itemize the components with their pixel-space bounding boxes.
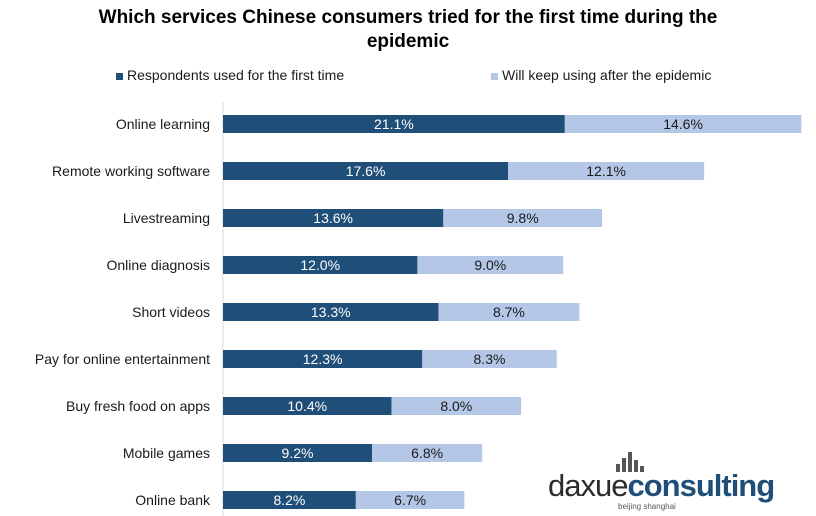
category-label: Remote working software bbox=[52, 163, 210, 179]
category-label: Online diagnosis bbox=[106, 257, 210, 273]
data-label-keep-using: 14.6% bbox=[663, 116, 703, 132]
bar-first-time bbox=[223, 115, 565, 133]
legend-swatch-first-time bbox=[116, 73, 123, 80]
bar-first-time bbox=[223, 256, 418, 274]
logo-subtitle: beijing shanghai bbox=[618, 502, 676, 511]
category-label: Pay for online entertainment bbox=[35, 351, 210, 367]
category-label: Short videos bbox=[132, 304, 210, 320]
bar-first-time bbox=[223, 209, 444, 227]
category-label: Livestreaming bbox=[123, 210, 210, 226]
bar-first-time bbox=[223, 350, 423, 368]
bar-first-time bbox=[223, 397, 392, 415]
bar-first-time bbox=[223, 444, 373, 462]
data-label-first-time: 12.0% bbox=[300, 257, 340, 273]
bar-keep-using bbox=[391, 397, 522, 415]
logo-wordmark: daxueconsulting bbox=[548, 468, 775, 504]
legend-swatch-keep-using bbox=[491, 73, 498, 80]
bar-first-time bbox=[223, 303, 439, 321]
bar-keep-using bbox=[372, 444, 483, 462]
category-label: Mobile games bbox=[123, 445, 210, 461]
data-label-first-time: 9.2% bbox=[282, 445, 314, 461]
bar-keep-using bbox=[564, 115, 802, 133]
chart-title-line-1: Which services Chinese consumers tried f… bbox=[98, 7, 718, 28]
data-label-keep-using: 6.7% bbox=[394, 492, 426, 508]
daxue-consulting-logo: daxueconsulting beijing shanghai bbox=[546, 452, 776, 516]
bar-keep-using bbox=[438, 303, 580, 321]
bar-first-time bbox=[223, 162, 509, 180]
category-label: Online learning bbox=[116, 116, 210, 132]
data-label-first-time: 13.3% bbox=[311, 304, 351, 320]
data-label-first-time: 8.2% bbox=[273, 492, 305, 508]
bar-keep-using bbox=[355, 491, 465, 509]
data-label-first-time: 12.3% bbox=[303, 351, 343, 367]
legend-label-first-time: Respondents used for the first time bbox=[127, 67, 344, 83]
data-label-first-time: 17.6% bbox=[346, 163, 386, 179]
data-label-first-time: 21.1% bbox=[374, 116, 414, 132]
data-label-keep-using: 12.1% bbox=[586, 163, 626, 179]
bar-keep-using bbox=[422, 350, 557, 368]
bar-keep-using bbox=[443, 209, 603, 227]
chart-title-line-2: epidemic bbox=[366, 31, 450, 52]
logo-text-main: daxue bbox=[548, 468, 628, 503]
data-label-first-time: 10.4% bbox=[287, 398, 327, 414]
data-label-keep-using: 9.0% bbox=[474, 257, 506, 273]
data-label-first-time: 13.6% bbox=[313, 210, 353, 226]
chart-title: Which services Chinese consumers tried f… bbox=[0, 6, 816, 54]
bar-first-time bbox=[223, 491, 356, 509]
logo-text-accent: consulting bbox=[627, 468, 775, 503]
legend-label-keep-using: Will keep using after the epidemic bbox=[502, 67, 711, 83]
category-label: Online bank bbox=[135, 492, 211, 508]
data-label-keep-using: 8.0% bbox=[440, 398, 472, 414]
data-label-keep-using: 8.7% bbox=[493, 304, 525, 320]
category-label: Buy fresh food on apps bbox=[66, 398, 210, 414]
bar-keep-using bbox=[508, 162, 705, 180]
data-label-keep-using: 8.3% bbox=[474, 351, 506, 367]
data-label-keep-using: 9.8% bbox=[507, 210, 539, 226]
bar-keep-using bbox=[417, 256, 564, 274]
data-label-keep-using: 6.8% bbox=[411, 445, 443, 461]
